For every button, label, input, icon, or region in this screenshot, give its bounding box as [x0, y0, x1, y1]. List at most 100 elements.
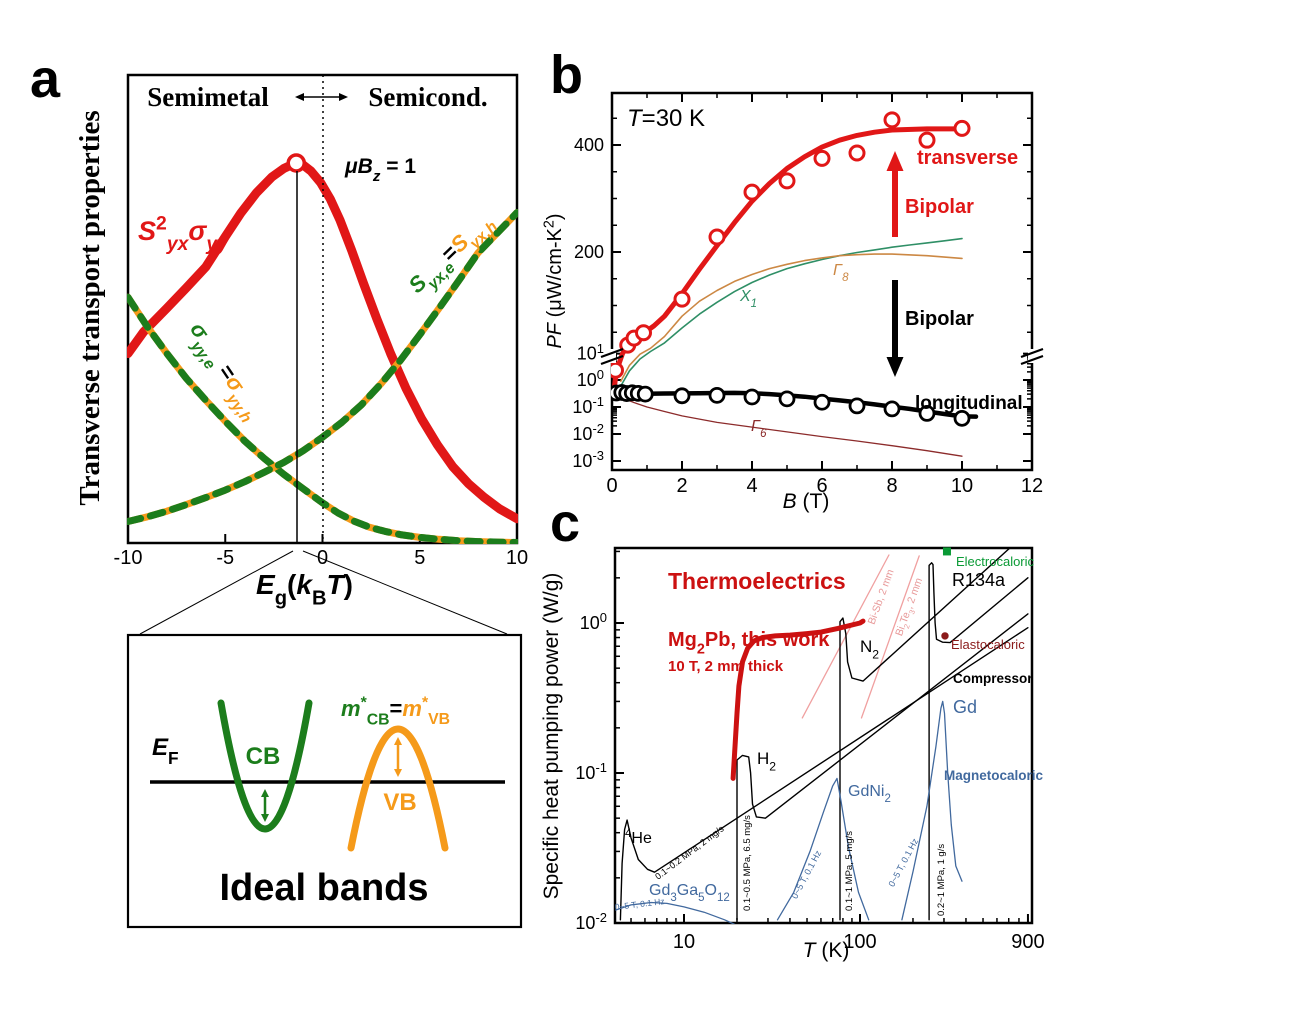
effective-mass-label: m*CB=m*VB [341, 695, 450, 729]
semicond-label: Semicond. [368, 82, 487, 112]
x-tick-2: 2 [676, 475, 687, 497]
bipolar-down-label: Bipolar [905, 308, 974, 330]
n2-label: N2 [860, 637, 879, 662]
y-tick-10^0: 100 [577, 367, 604, 390]
y-axis-title: PF (μW/cm-K2) [541, 213, 566, 348]
panel-b-gamma6-band [615, 395, 963, 457]
panel-b-longitudinal-data-point [813, 393, 831, 411]
x-tick-4: 4 [746, 475, 757, 497]
panel-b-transverse-data-point [611, 361, 624, 379]
y-tick-10^1: 101 [577, 341, 604, 364]
shape-line [302, 550, 508, 635]
panel-b-transverse-data-point [953, 119, 971, 137]
x-tick-10: 10 [506, 547, 528, 569]
gdni2-label: GdNi2 [848, 783, 891, 805]
panel-b-chart: 0 2 4 6 8 10 12 400 200 101 100 10-1 10-2 10-3 T=30 K t… [541, 91, 1044, 513]
sigma-equal-label: σyy,e =σyy,h [179, 317, 267, 426]
elastocaloric-label: Elastocaloric [951, 637, 1025, 652]
ggg-field-label: 0~5 T, 0.1 Hz [614, 896, 665, 912]
y-tick-10^-2: 10-2 [572, 421, 604, 444]
panel-c-electrocaloric-marker-point [942, 547, 951, 556]
bi-sb-label: Bi-Sb, 2 mm [866, 568, 897, 627]
vb-mass-arrow-head2 [394, 769, 402, 777]
x-tick-5: 5 [414, 547, 425, 569]
longitudinal-label: longitudinal [915, 393, 1023, 414]
bipolar-down-arrow-head [886, 357, 904, 377]
panel-label-b: b [550, 45, 583, 105]
panel-c-hydrogen-curve [736, 613, 1029, 921]
panel-b-longitudinal-data-point [778, 390, 796, 408]
compressor-label: Compressor [953, 671, 1033, 686]
panel-b-transverse-data-point [635, 324, 652, 342]
y-axis-title: Specific heat pumping power (W/g) [540, 573, 563, 900]
x-axis-title: Eg(kBT) [256, 569, 353, 610]
panel-b-transverse-data-point [708, 228, 726, 246]
h2-label: H2 [757, 749, 776, 774]
semimetal-label: Semimetal [147, 82, 269, 112]
n2-pressure-label: 0.1~1 MPa, 5 mg/s [844, 831, 855, 911]
panel-a-s-yx-dash [127, 209, 518, 525]
fermi-level-label: EF [152, 734, 179, 768]
x-axis-title: B (T) [783, 490, 830, 513]
panel-c-gdni2-curve [776, 777, 870, 921]
electrocaloric-label: Electrocaloric [956, 554, 1035, 569]
semimetal-semicond-arrow-head2 [295, 93, 304, 101]
panel-b-longitudinal-data-point [743, 388, 761, 406]
cb-mass-arrow-head2 [261, 789, 269, 797]
panel-c-helium-curve [619, 627, 1029, 921]
panel-b-x1-band [620, 237, 963, 387]
bi2te3-label: Bi2Te3, 2 mm [893, 576, 928, 639]
panel-b-longitudinal-data-point [673, 387, 691, 405]
panel-b-longitudinal-data-point [883, 400, 901, 418]
x-tick-10: 10 [951, 475, 973, 497]
x-tick--5: -5 [216, 547, 234, 569]
magnetocaloric-label: Magnetocaloric [944, 768, 1044, 783]
panel-a-chart: -10 -5 0 5 10 Semimetal Semicond. μBz = 1 S2yxσy… [74, 73, 528, 929]
y-tick-200: 200 [574, 242, 604, 262]
panel-b-longitudinal-data-point [848, 397, 866, 415]
panel-b-transverse-data-point [813, 149, 831, 167]
x-tick-100: 100 [843, 931, 876, 953]
panel-label-c: c [550, 493, 581, 553]
x-tick-900: 900 [1011, 931, 1044, 953]
y-tick-10^-3: 10-3 [572, 448, 604, 471]
ideal-bands-label: Ideal bands [219, 867, 428, 909]
shape-line [139, 550, 294, 635]
panel-b-gamma8-band [620, 253, 963, 382]
panel-b-transverse-data-point [883, 111, 901, 129]
thermoelectrics-label: Thermoelectrics [668, 568, 846, 594]
x-tick-12: 12 [1021, 475, 1043, 497]
panel-b-longitudinal-data-point [636, 385, 654, 403]
mg2pb-label: Mg2Pb, this work [668, 629, 830, 658]
y-tick-10^0: 100 [580, 610, 607, 633]
y-tick-400: 400 [574, 135, 604, 155]
semimetal-semicond-arrow-head [339, 93, 348, 101]
gamma6-label: Γ6 [751, 418, 767, 440]
s2-sigma-label: S2yxσyy [138, 213, 229, 256]
panel-b-transverse-data-point [673, 290, 691, 308]
x-tick-0: 0 [606, 475, 617, 497]
panel-c-gd-curve [901, 700, 963, 921]
x-axis-title: T (K) [803, 939, 850, 962]
vb-mass-arrow-head [394, 737, 402, 745]
panel-b-transverse-data-point [743, 183, 761, 201]
h2-pressure-label: 0.1~0.5 MPa, 6.5 mg/s [742, 815, 753, 911]
panel-c-gd3ga5o12-curve [615, 901, 736, 924]
x1-label: X1 [739, 288, 757, 310]
panel-a-power-factor-curve [127, 158, 518, 524]
y-tick-10^-1: 10-1 [575, 760, 607, 783]
x-tick-6: 6 [816, 475, 827, 497]
gd3ga5o12-label: Gd3Ga5O12 [649, 882, 730, 904]
he-pressure-label: 0.1~0.2 MPa, 2 mg/s [653, 823, 726, 881]
vb-label: VB [383, 789, 416, 816]
panel-b-transverse-data-point [848, 144, 866, 162]
x-tick-10: 10 [673, 931, 695, 953]
panel-label-a: a [30, 49, 61, 109]
temperature-label: T=30 K [627, 105, 705, 132]
r134a-label: R134a [952, 570, 1006, 590]
cb-label: CB [246, 743, 281, 770]
mu-bz-label: μBz = 1 [344, 155, 416, 185]
panel-c-nitrogen-curve [839, 547, 1012, 921]
